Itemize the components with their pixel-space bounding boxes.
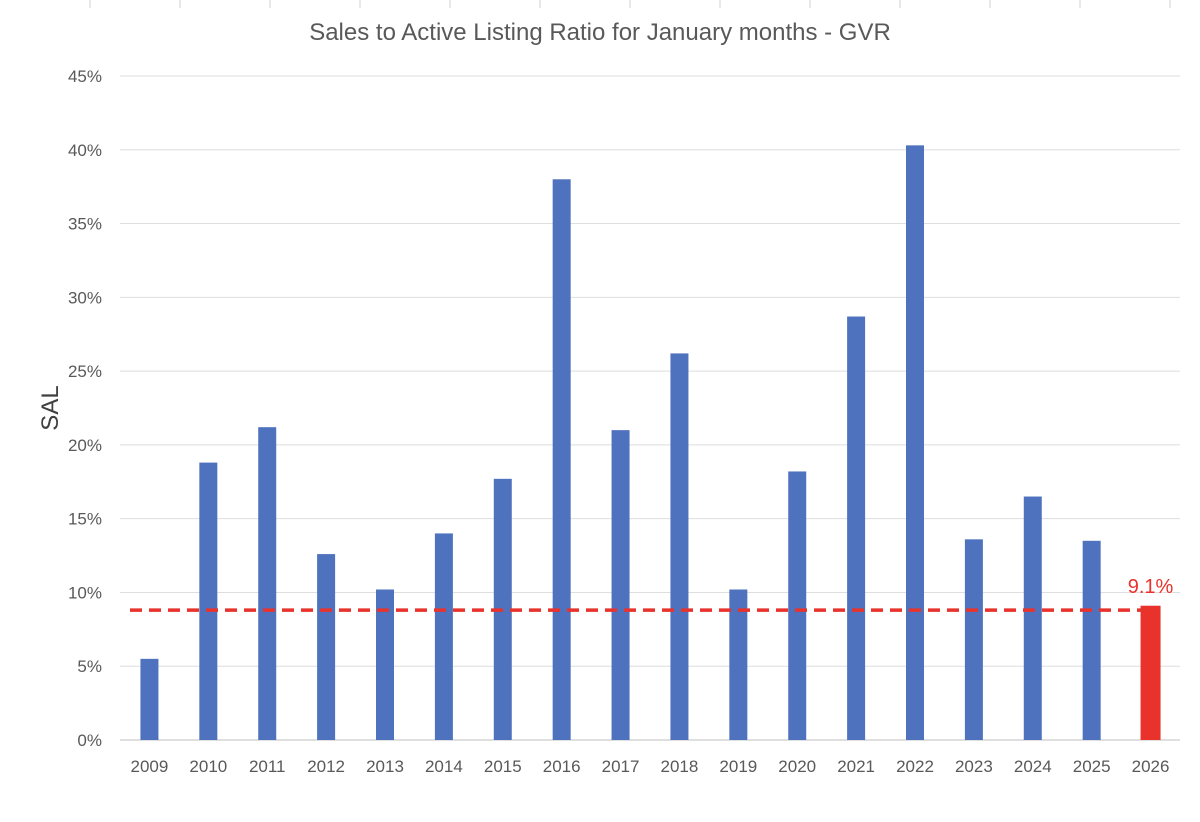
bar-2012 [317,554,336,740]
bar-2010 [199,462,218,740]
bar-2011 [258,427,277,740]
bar-2014 [434,533,453,740]
y-tick-label: 40% [68,141,102,160]
bar-2021 [847,316,866,740]
y-axis-ticks: 0% 5% 10% 15% 20% 25% 30% 35% 40% 45% [68,67,102,750]
y-axis-label: SAL [37,385,64,430]
bar-2020 [788,471,807,740]
chart-title: Sales to Active Listing Ratio for Januar… [309,19,891,46]
bar-2024 [1023,496,1042,740]
bars [140,145,1161,741]
bar-2019 [729,589,748,740]
x-tick-label: 2016 [543,757,581,776]
x-tick-label: 2014 [425,757,463,776]
bar-2025 [1082,540,1101,740]
x-tick-label: 2019 [719,757,757,776]
y-tick-label: 15% [68,510,102,529]
x-tick-label: 2024 [1014,757,1052,776]
x-tick-label: 2011 [249,757,286,776]
y-tick-label: 5% [77,657,102,676]
overlay: 9.1% [130,576,1174,612]
bar-2022 [906,145,924,741]
y-tick-label: 10% [68,583,102,602]
x-tick-label: 2021 [837,757,875,776]
gridlines [120,75,1180,741]
x-tick-label: 2015 [484,757,522,776]
x-tick-label: 2025 [1073,757,1111,776]
y-tick-label: 45% [68,67,102,86]
x-axis-ticks: 2009 2010 2011 2012 2013 2014 2015 2016 2017 2018… [131,757,1170,776]
x-tick-label: 2020 [778,757,816,776]
x-tick-label: 2013 [366,757,404,776]
y-tick-label: 25% [68,362,102,381]
bar-2023 [964,539,983,740]
bar-2013 [376,589,394,740]
y-tick-label: 30% [68,288,102,307]
x-tick-label: 2026 [1132,757,1170,776]
x-tick-label: 2012 [307,757,345,776]
x-tick-label: 2023 [955,757,993,776]
bar-2026 [1140,605,1161,740]
bar-2018 [670,353,689,740]
bar-2009 [140,658,159,740]
annotation-label: 9.1% [1128,576,1174,598]
y-tick-label: 35% [68,215,102,234]
bar-2017 [611,430,630,740]
y-tick-label: 20% [68,436,102,455]
x-tick-label: 2018 [661,757,699,776]
top-border-ticks [89,0,1171,8]
y-tick-label: 0% [77,731,102,750]
bar-2016 [552,179,571,741]
x-tick-label: 2009 [131,757,169,776]
x-tick-label: 2022 [896,757,934,776]
x-tick-label: 2017 [602,757,640,776]
x-tick-label: 2010 [189,757,227,776]
